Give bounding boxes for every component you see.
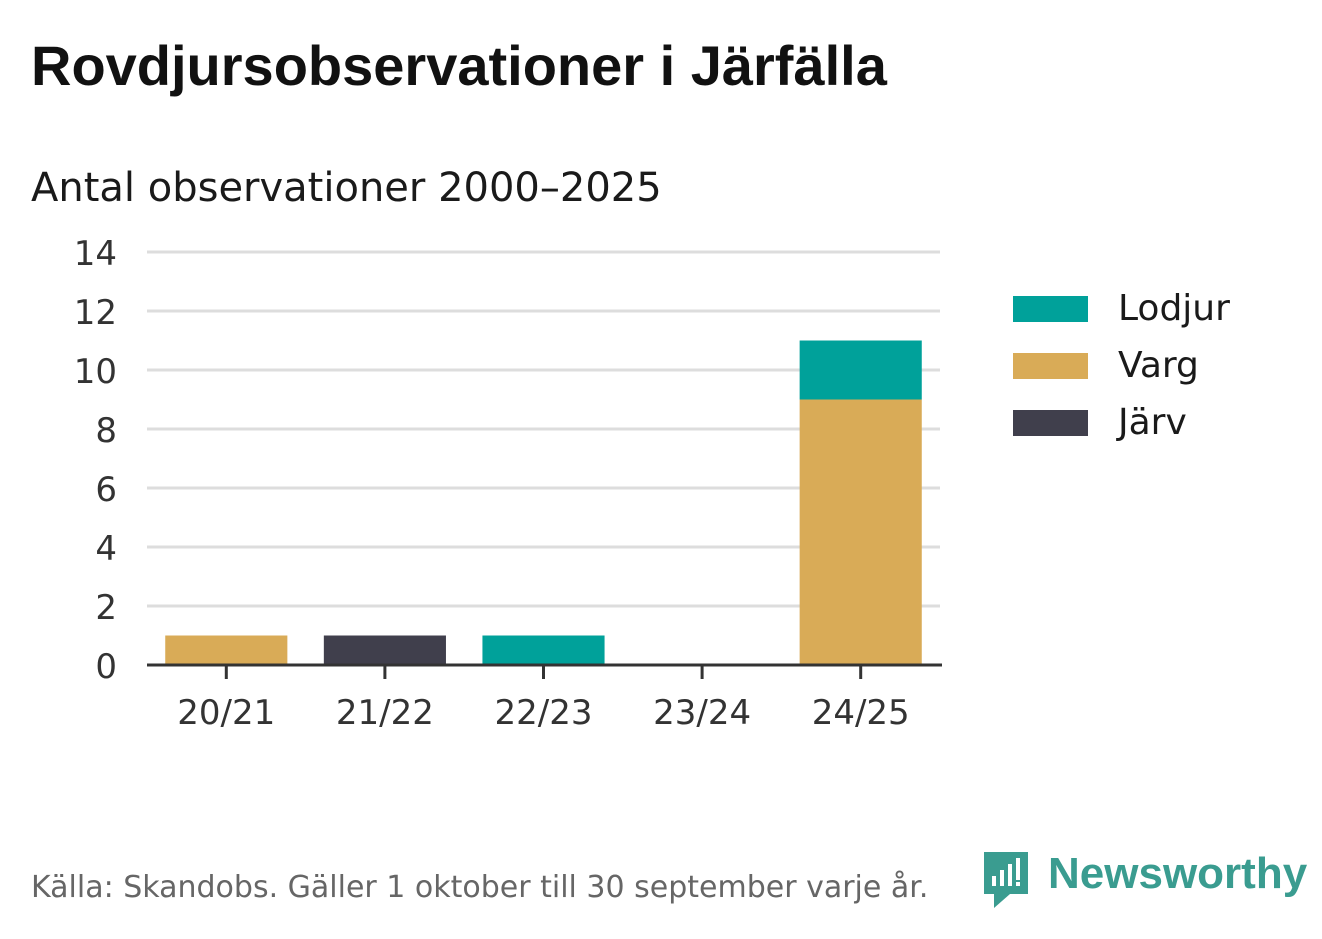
legend-swatch-varg: [1013, 353, 1088, 379]
legend-label-lodjur: Lodjur: [1118, 288, 1230, 329]
x-tick-label: 22/23: [495, 693, 593, 733]
x-tick-label: 20/21: [177, 693, 275, 733]
x-tick-label: 24/25: [812, 693, 910, 733]
chart-title: Rovdjursobservationer i Järfälla: [31, 34, 887, 97]
newsworthy-logo-icon: [984, 852, 1028, 908]
y-axis-ticks: 0 2 4 6 8 10 12 14: [74, 234, 117, 687]
x-axis: 20/21 21/22 22/23 23/24 24/25: [147, 663, 942, 733]
x-tick-label: 23/24: [653, 693, 751, 733]
legend-swatch-jarv: [1013, 410, 1088, 436]
bar-varg-24-25: [799, 399, 922, 665]
y-tick-label: 12: [74, 293, 117, 333]
y-tick-label: 4: [95, 529, 117, 569]
brand-name: Newsworthy: [1048, 849, 1308, 898]
bar-jarv-21-22: [323, 635, 446, 665]
bar-varg-20-21: [165, 635, 288, 665]
source-note: Källa: Skandobs. Gäller 1 oktober till 3…: [31, 870, 929, 905]
bars: [165, 340, 922, 665]
legend-swatch-lodjur: [1013, 296, 1088, 322]
y-tick-label: 10: [74, 352, 117, 392]
bar-lodjur-22-23: [482, 635, 605, 665]
chart-subtitle: Antal observationer 2000–2025: [31, 165, 662, 211]
y-tick-label: 14: [74, 234, 117, 274]
bar-lodjur-24-25: [799, 340, 922, 400]
x-tick-label: 21/22: [336, 693, 434, 733]
legend-label-jarv: Järv: [1118, 402, 1187, 443]
y-tick-label: 0: [95, 647, 117, 687]
y-tick-label: 6: [95, 470, 117, 510]
bar-chart: 0 2 4 6 8 10 12 14 20/21 21/22 22/23 23/24 24/25: [74, 234, 942, 733]
y-tick-label: 2: [95, 588, 117, 628]
legend-label-varg: Varg: [1118, 345, 1199, 386]
y-tick-label: 8: [95, 411, 117, 451]
